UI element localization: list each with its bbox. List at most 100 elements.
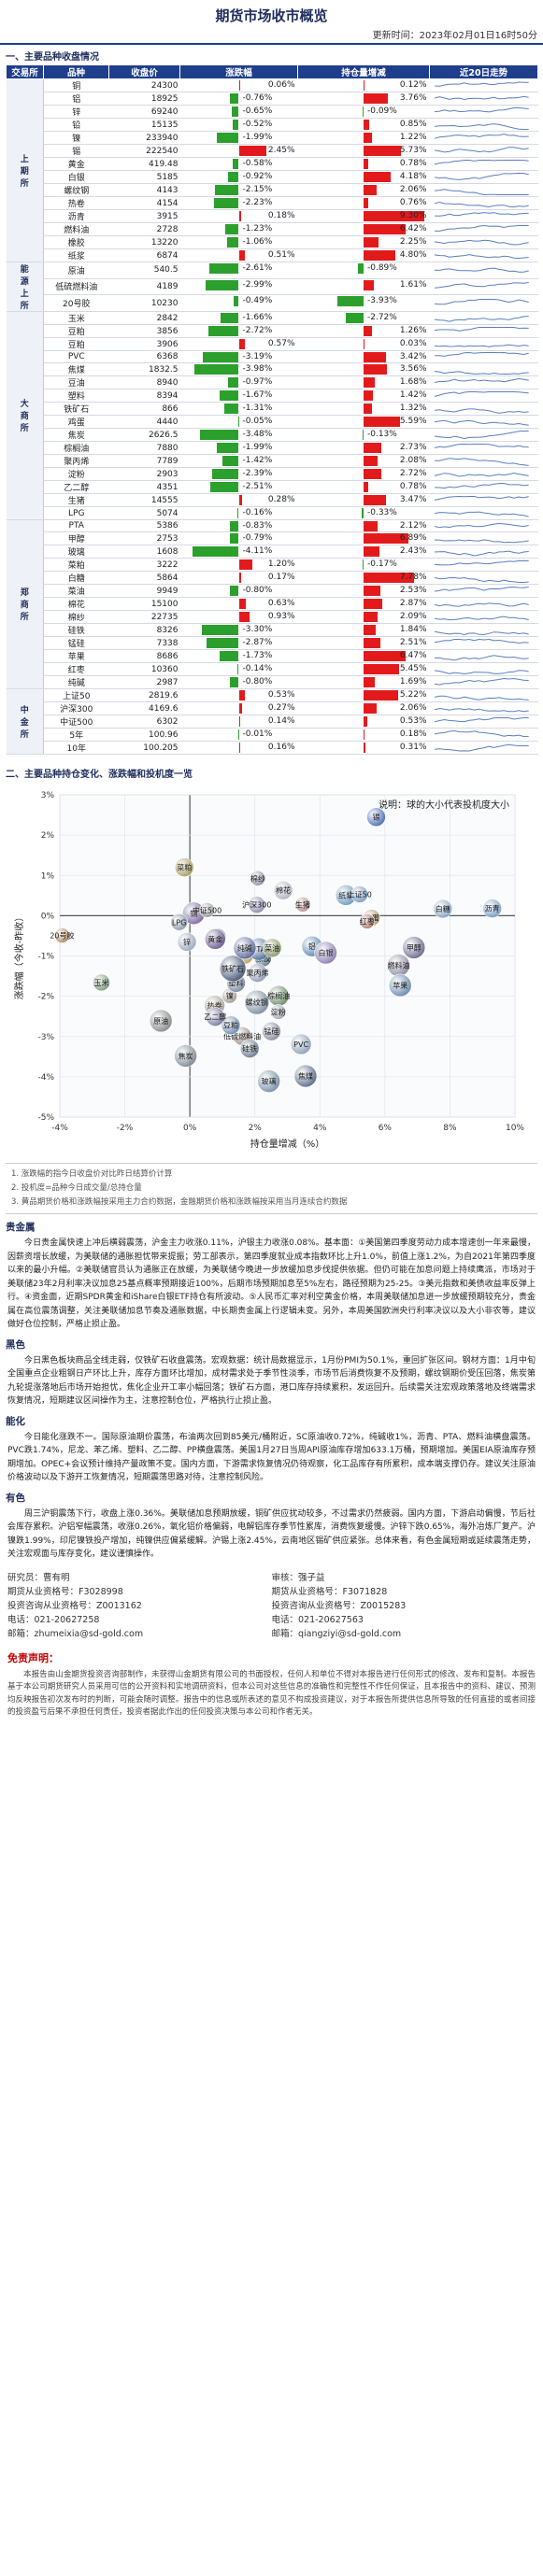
product-name[interactable]: 淀粉	[43, 467, 109, 482]
product-name[interactable]: 纯碱	[43, 675, 109, 690]
product-name[interactable]: 甲醇	[43, 531, 109, 546]
close-price: 2819.6	[108, 688, 180, 703]
product-name[interactable]: 鸡蛋	[43, 415, 109, 430]
product-name[interactable]: 沥青	[43, 209, 109, 223]
product-name[interactable]: 20号胶	[43, 294, 109, 312]
product-name[interactable]: 铅	[43, 118, 109, 132]
product-name[interactable]: 豆粕	[43, 324, 109, 338]
product-name[interactable]: 红枣	[43, 662, 109, 677]
table-row: 上 期 所铜 24300 0.06% 0.12%	[6, 78, 538, 262]
product-name[interactable]: 铜	[43, 78, 109, 92]
change-bar	[199, 430, 239, 441]
product-name[interactable]: 白糖	[43, 571, 109, 586]
trend-sparkline	[434, 201, 529, 207]
product-name[interactable]: 沪深300	[43, 701, 109, 716]
product-name[interactable]: 镍	[43, 131, 109, 145]
table-row: 甲醇 2753 -0.79% 6.89%	[7, 531, 538, 546]
x-tick-label: 8%	[443, 1124, 457, 1133]
product-name[interactable]: 棉花	[43, 597, 109, 612]
oi-bar	[364, 638, 380, 649]
product-name[interactable]: 塑料	[43, 389, 109, 403]
product-name[interactable]: 焦炭	[43, 428, 109, 443]
product-name[interactable]: 低硫燃料油	[43, 278, 109, 296]
product-name[interactable]: 纸浆	[43, 248, 109, 262]
product-name[interactable]: 热卷	[43, 196, 109, 210]
sparkline-path	[434, 539, 529, 543]
sparkline-path	[434, 408, 529, 414]
product-name[interactable]: LPG	[43, 506, 109, 520]
oi-bar-cell: -0.33%	[297, 506, 430, 520]
product-name[interactable]: 豆油	[43, 375, 109, 390]
product-name[interactable]: 玉米	[43, 311, 109, 325]
product-name[interactable]: 乙二醇	[43, 480, 109, 495]
close-price: 3915	[108, 209, 180, 223]
product-name[interactable]: 上证50	[43, 688, 109, 703]
table-row: 镍 233940 -1.99% 1.22%	[7, 131, 538, 145]
product-name[interactable]: 锡	[43, 144, 109, 158]
product-name[interactable]: 菜油	[43, 584, 109, 599]
sparkline-path	[434, 616, 529, 620]
oi-bar-cell: 1.32%	[297, 402, 430, 417]
product-name[interactable]: 螺纹钢	[43, 183, 109, 197]
product-name[interactable]: 原油	[43, 262, 109, 279]
change-bar-cell: -0.14%	[179, 662, 298, 677]
product-name[interactable]: PVC	[43, 350, 109, 364]
product-name[interactable]: 中证500	[43, 715, 109, 729]
product-name[interactable]: 橡胶	[43, 235, 109, 249]
product-name[interactable]: 锰硅	[43, 636, 109, 651]
close-price: 9949	[108, 584, 180, 599]
product-name[interactable]: 10年	[43, 741, 109, 756]
product-name[interactable]: 5年	[43, 728, 109, 743]
bubble-label: 原油	[153, 1016, 168, 1026]
change-pct: -0.97%	[242, 377, 273, 388]
change-bar-cell: -2.72%	[179, 324, 298, 338]
product-name[interactable]: 白银	[43, 170, 109, 184]
product-name[interactable]: 棉纱	[43, 610, 109, 625]
trend-sparkline-cell	[429, 248, 538, 262]
trend-sparkline-cell	[429, 183, 538, 197]
change-pct: -2.87%	[242, 638, 273, 648]
product-name[interactable]: 硅铁	[43, 623, 109, 638]
close-price: 4440	[108, 415, 180, 430]
product-name[interactable]: 玻璃	[43, 545, 109, 559]
analyst-email[interactable]: 邮箱：zhumeixia@sd-gold.com	[7, 1628, 144, 1639]
bubble-point	[366, 807, 386, 828]
close-price: 1832.5	[108, 362, 180, 377]
trend-sparkline	[434, 716, 529, 723]
reviewer-email[interactable]: 邮箱：qiangziyi@sd-gold.com	[271, 1628, 402, 1639]
trend-sparkline-cell	[429, 105, 538, 119]
product-name[interactable]: 黄金	[43, 157, 109, 171]
oi-bar	[364, 482, 369, 493]
product-name[interactable]: 锌	[43, 105, 109, 119]
product-name[interactable]: 苹果	[43, 649, 109, 664]
product-name[interactable]: 菜粕	[43, 558, 109, 573]
change-bar	[232, 159, 239, 169]
change-pct: -0.16%	[242, 508, 273, 518]
x-tick-label: 10%	[506, 1124, 524, 1133]
oi-bar-cell: 2.87%	[297, 597, 430, 612]
product-name[interactable]: 铁矿石	[43, 402, 109, 417]
product-name[interactable]: 聚丙烯	[43, 454, 109, 469]
oi-bar	[364, 533, 409, 545]
change-pct: -1.66%	[242, 313, 273, 322]
product-name[interactable]: 豆粕	[43, 337, 109, 351]
trend-sparkline-cell	[429, 170, 538, 184]
product-name[interactable]: PTA	[43, 519, 109, 533]
close-price: 24300	[108, 78, 180, 92]
product-name[interactable]: 焦煤	[43, 362, 109, 377]
change-bar-cell: 0.53%	[179, 688, 298, 703]
product-name[interactable]: 棕榈油	[43, 441, 109, 456]
table-row: 豆粕 3906 0.57% 0.03%	[7, 337, 538, 351]
change-bar-cell: -3.98%	[179, 362, 298, 377]
y-tick-label: -4%	[37, 1073, 54, 1083]
product-name[interactable]: 生猪	[43, 493, 109, 508]
close-price: 5386	[108, 519, 180, 533]
oi-bar	[364, 250, 395, 261]
product-name[interactable]: 燃料油	[43, 222, 109, 236]
bubble-point	[359, 913, 376, 929]
product-name[interactable]: 铝	[43, 92, 109, 106]
change-bar-cell: 0.17%	[179, 571, 298, 586]
oi-change-pct: 1.32%	[399, 403, 427, 414]
table-row: 大 商 所玉米 2842 -1.66% -2.72%	[6, 311, 538, 520]
sparkline-path	[434, 472, 529, 477]
